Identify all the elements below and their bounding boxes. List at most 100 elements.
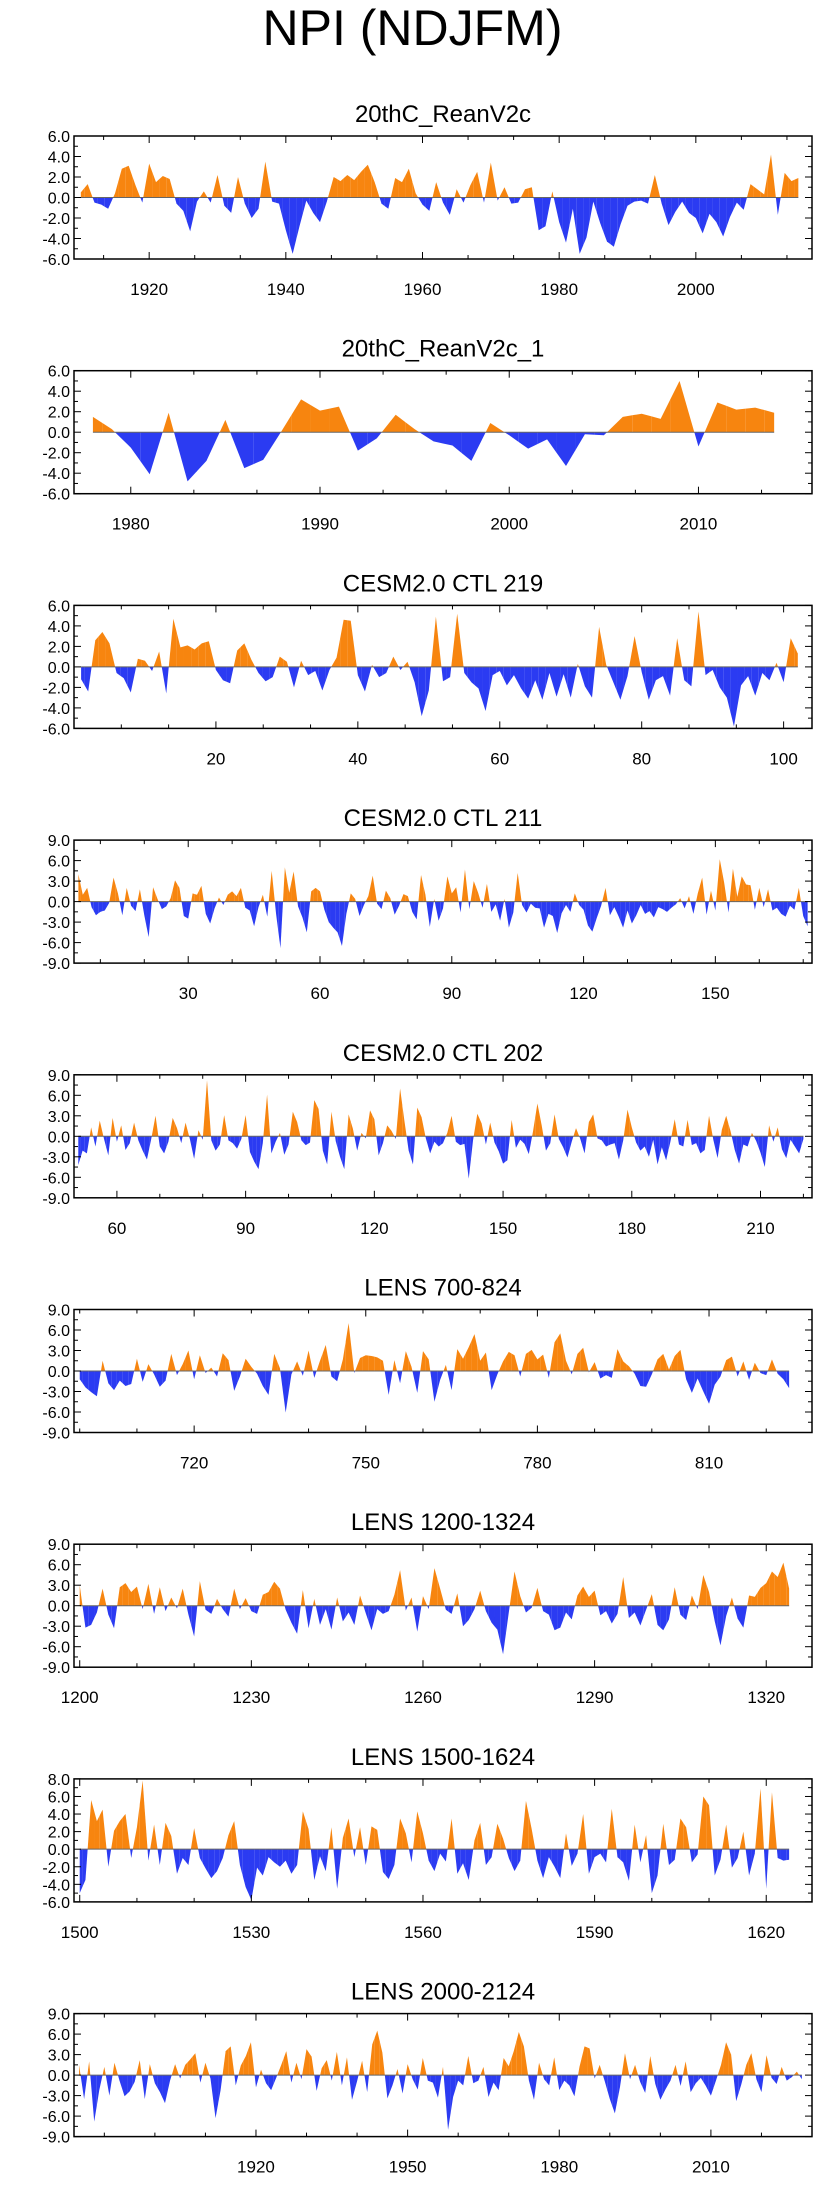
area-mark <box>222 2048 229 2076</box>
area-mark <box>528 1605 533 1611</box>
y-tick-label: -9.0 <box>42 956 70 973</box>
area-mark <box>383 890 389 902</box>
area-mark <box>765 666 775 681</box>
area-mark <box>696 885 700 902</box>
area-mark <box>574 1591 581 1606</box>
area-mark <box>678 197 686 208</box>
area-mark <box>753 186 761 198</box>
area-mark <box>93 1136 98 1147</box>
area-mark <box>118 1125 124 1137</box>
area-mark <box>140 197 144 203</box>
area-mark <box>788 1136 793 1149</box>
area-mark <box>168 889 173 902</box>
area-mark <box>82 1849 88 1887</box>
area-mark <box>770 901 775 911</box>
area-mark <box>302 197 310 214</box>
area-mark <box>82 1371 89 1390</box>
area-mark <box>111 1605 118 1629</box>
y-tick-label: -6.0 <box>42 1405 70 1422</box>
area-mark <box>796 887 801 902</box>
area-mark <box>594 2075 596 2079</box>
area-mark <box>325 1136 330 1165</box>
area-mark <box>240 643 248 667</box>
area-mark <box>204 1605 209 1612</box>
area-mark <box>765 889 771 902</box>
area-mark <box>259 2069 264 2076</box>
y-tick-label: -4.0 <box>42 466 70 483</box>
area-mark <box>687 2075 694 2093</box>
x-tick-label: 1290 <box>576 1688 614 1707</box>
area-mark <box>723 666 731 712</box>
area-mark <box>563 1833 569 1850</box>
area-mark <box>256 1136 261 1170</box>
area-mark <box>637 1605 644 1626</box>
area-mark <box>146 901 152 938</box>
area-mark <box>465 1340 472 1371</box>
area-mark <box>305 1605 313 1629</box>
area-mark <box>374 1828 380 1850</box>
area-mark <box>541 1605 546 1613</box>
area-mark <box>278 1132 281 1137</box>
area-mark <box>443 1849 448 1862</box>
area-mark <box>503 666 511 686</box>
area-mark <box>557 1605 564 1629</box>
area-mark <box>371 664 374 667</box>
area-mark <box>576 197 584 254</box>
area-mark <box>473 1831 478 1850</box>
y-tick-label: 9.0 <box>48 2007 70 2024</box>
x-tick-label: 2000 <box>677 280 715 299</box>
area-mark <box>362 1355 369 1371</box>
area-mark <box>252 1136 257 1166</box>
area-mark <box>760 174 768 198</box>
area-mark <box>668 1136 672 1151</box>
area-mark <box>254 1605 260 1614</box>
area-mark <box>776 1371 781 1377</box>
area-mark <box>642 1136 647 1152</box>
area-mark <box>767 1125 772 1137</box>
area-mark <box>532 1587 542 1606</box>
area-mark <box>496 1136 501 1158</box>
area-mark <box>243 901 248 910</box>
x-tick-label: 2010 <box>692 2158 730 2177</box>
area-mark <box>291 399 311 433</box>
area-mark <box>607 901 613 916</box>
area-mark <box>224 893 230 902</box>
area-mark <box>698 1796 707 1850</box>
y-tick-label: 3.0 <box>48 2048 70 2065</box>
chart-title: LENS 700-824 <box>364 1275 521 1302</box>
x-tick-label: 1950 <box>389 2158 427 2177</box>
area-mark <box>191 893 195 902</box>
area-mark <box>733 2075 739 2102</box>
area-mark <box>767 154 776 198</box>
area-mark <box>477 1822 484 1850</box>
x-tick-label: 1980 <box>112 515 150 534</box>
area-mark <box>521 901 525 909</box>
area-mark <box>449 884 454 902</box>
area-mark <box>505 1136 510 1162</box>
area-mark <box>637 197 645 203</box>
area-mark <box>190 1828 199 1850</box>
area-mark <box>689 1595 697 1606</box>
area-mark <box>294 1849 299 1870</box>
area-mark <box>364 2075 369 2093</box>
area-mark <box>99 1809 107 1850</box>
area-mark <box>305 1820 311 1850</box>
area-mark <box>287 880 292 902</box>
area-mark <box>396 901 401 911</box>
area-mark <box>432 1136 437 1148</box>
area-mark <box>346 1114 351 1137</box>
area-mark <box>134 1358 140 1371</box>
area-mark <box>660 901 665 911</box>
area-mark <box>433 898 435 902</box>
area-mark <box>230 1136 235 1146</box>
area-mark <box>330 2075 333 2081</box>
area-mark <box>137 889 142 902</box>
area-mark <box>161 1822 169 1850</box>
area-mark <box>277 1361 281 1371</box>
area-mark <box>607 1808 617 1850</box>
area-mark <box>762 901 766 908</box>
area-mark <box>229 891 235 902</box>
area-mark <box>681 1136 685 1147</box>
area-mark <box>141 1605 144 1610</box>
area-mark <box>446 666 452 680</box>
